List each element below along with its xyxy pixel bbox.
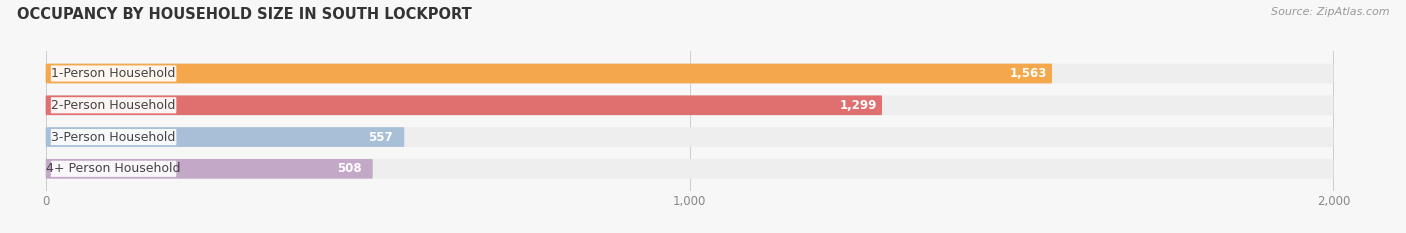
- Text: 508: 508: [337, 162, 361, 175]
- Text: 1,563: 1,563: [1010, 67, 1047, 80]
- FancyBboxPatch shape: [838, 98, 880, 113]
- FancyBboxPatch shape: [45, 96, 882, 115]
- FancyBboxPatch shape: [45, 96, 1333, 115]
- FancyBboxPatch shape: [51, 129, 176, 145]
- Text: 1-Person Household: 1-Person Household: [52, 67, 176, 80]
- Text: 557: 557: [368, 130, 394, 144]
- FancyBboxPatch shape: [45, 127, 1333, 147]
- Text: 1,299: 1,299: [839, 99, 877, 112]
- FancyBboxPatch shape: [45, 159, 1333, 179]
- FancyBboxPatch shape: [51, 161, 176, 177]
- FancyBboxPatch shape: [51, 65, 176, 82]
- FancyBboxPatch shape: [45, 64, 1333, 83]
- FancyBboxPatch shape: [329, 161, 370, 176]
- FancyBboxPatch shape: [45, 127, 405, 147]
- FancyBboxPatch shape: [51, 97, 176, 113]
- FancyBboxPatch shape: [1008, 66, 1049, 81]
- FancyBboxPatch shape: [45, 159, 373, 179]
- Text: 3-Person Household: 3-Person Household: [52, 130, 176, 144]
- FancyBboxPatch shape: [360, 130, 402, 144]
- Text: Source: ZipAtlas.com: Source: ZipAtlas.com: [1271, 7, 1389, 17]
- Text: OCCUPANCY BY HOUSEHOLD SIZE IN SOUTH LOCKPORT: OCCUPANCY BY HOUSEHOLD SIZE IN SOUTH LOC…: [17, 7, 471, 22]
- Text: 4+ Person Household: 4+ Person Household: [46, 162, 181, 175]
- Text: 2-Person Household: 2-Person Household: [52, 99, 176, 112]
- FancyBboxPatch shape: [45, 64, 1052, 83]
